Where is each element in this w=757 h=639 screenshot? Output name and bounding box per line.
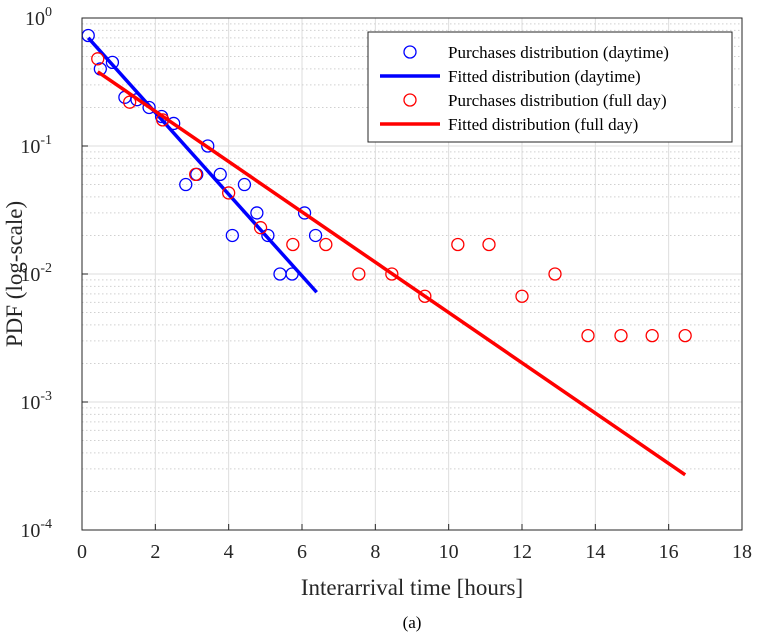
- data-point: [179, 177, 193, 192]
- data-point: [548, 267, 562, 281]
- series-layer: [81, 28, 692, 477]
- data-point: [308, 228, 323, 243]
- x-tick-label: 14: [585, 541, 605, 563]
- x-tick-label: 4: [224, 541, 234, 563]
- legend-entry-label: Purchases distribution (full day): [448, 91, 667, 110]
- y-tick-exponent: -1: [40, 133, 52, 148]
- y-axis-label: PDF (log-scale): [2, 201, 27, 347]
- y-tick-base: 10: [20, 392, 40, 414]
- x-tick-label: 16: [659, 541, 679, 563]
- y-tick-label: 100: [25, 5, 52, 30]
- x-tick-label: 8: [370, 541, 380, 563]
- data-point: [385, 267, 399, 281]
- y-tick-exponent: -4: [40, 517, 52, 532]
- x-tick-label: 18: [732, 541, 752, 563]
- data-point: [319, 237, 333, 252]
- x-tick-label: 6: [297, 541, 307, 563]
- data-point: [645, 328, 659, 343]
- x-tick-label: 10: [439, 541, 459, 563]
- data-point: [123, 95, 137, 109]
- y-tick-exponent: 0: [45, 5, 52, 20]
- y-tick-label: 10-3: [20, 389, 52, 414]
- y-tick-label: 10-1: [20, 133, 52, 158]
- y-tick-label: 10-4: [20, 517, 52, 542]
- legend: Purchases distribution (daytime) Fitted d…: [367, 31, 733, 143]
- y-tick-base: 10: [20, 264, 40, 286]
- fitted-line: [86, 36, 318, 294]
- data-point: [250, 206, 264, 220]
- data-point: [253, 221, 268, 235]
- data-point: [297, 206, 312, 220]
- x-tick-label: 0: [77, 541, 87, 563]
- legend-marker-swatch: [403, 93, 417, 107]
- data-point: [614, 328, 628, 343]
- x-axis-label: Interarrival time [hours]: [301, 575, 523, 600]
- data-point: [225, 228, 239, 243]
- fitted-line: [96, 70, 687, 477]
- data-point: [189, 167, 203, 182]
- data-point: [352, 267, 366, 281]
- data-point: [581, 328, 595, 343]
- data-point: [451, 237, 465, 252]
- y-tick-label: 10-2: [20, 261, 52, 286]
- y-tick-base: 10: [20, 520, 40, 542]
- data-point: [515, 289, 529, 303]
- legend-entry-label: Purchases distribution (daytime): [448, 43, 669, 62]
- figure-caption: (a): [403, 613, 422, 632]
- y-tick-exponent: -3: [40, 389, 52, 404]
- data-point: [237, 177, 252, 192]
- data-point: [222, 186, 236, 200]
- data-point: [418, 289, 432, 303]
- legend-entry-label: Fitted distribution (full day): [448, 115, 638, 134]
- legend-marker-swatch: [403, 45, 417, 59]
- series-2: [91, 52, 692, 343]
- series-1: [86, 36, 318, 294]
- data-point: [261, 228, 275, 243]
- series-0: [81, 28, 323, 281]
- data-point: [213, 167, 227, 182]
- y-tick-exponent: -2: [40, 261, 52, 276]
- data-point: [142, 100, 156, 115]
- series-3: [96, 70, 687, 477]
- y-tick-base: 10: [20, 136, 40, 158]
- data-point: [201, 139, 215, 153]
- x-tick-label: 2: [150, 541, 160, 563]
- data-point: [91, 52, 105, 66]
- data-point: [286, 237, 300, 252]
- data-point: [105, 55, 120, 70]
- x-tick-label: 12: [512, 541, 532, 563]
- data-point: [190, 167, 204, 182]
- y-tick-base: 10: [25, 8, 45, 30]
- data-point: [678, 328, 692, 343]
- legend-entry-label: Fitted distribution (daytime): [448, 67, 641, 86]
- data-point: [482, 237, 496, 252]
